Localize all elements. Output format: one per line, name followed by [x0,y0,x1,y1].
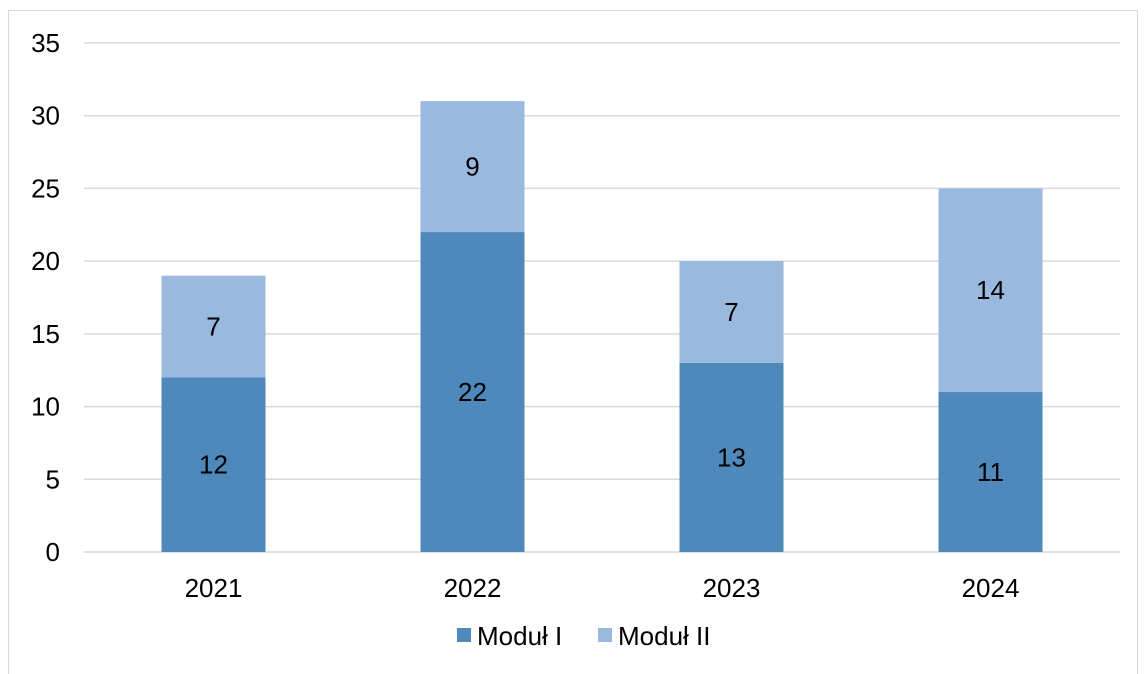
bar-2024-series-1 [938,392,1043,552]
x-axis-tick-labels: 2021 2022 2023 2024 [185,573,1020,603]
legend-label: Moduł I [477,621,562,651]
data-label: 13 [717,442,746,472]
x-tick-label: 2024 [962,573,1020,603]
bars: 12 7 22 9 13 7 11 14 [161,101,1043,553]
data-label: 9 [465,152,479,182]
bar-2022-series-2 [420,101,525,233]
bar-2021-series-1 [161,377,266,552]
x-tick-label: 2023 [703,573,761,603]
chart-frame [8,10,1138,674]
y-tick-label: 20 [31,246,60,276]
bar-2023-series-2 [679,261,784,363]
bar-2021-series-2 [161,275,266,378]
y-tick-label: 5 [46,464,60,494]
y-tick-label: 15 [31,319,60,349]
x-tick-label: 2021 [185,573,243,603]
x-tick-label: 2022 [444,573,502,603]
data-label: 7 [206,312,220,342]
data-label: 14 [976,275,1005,305]
bar-2024-series-2 [938,188,1043,393]
legend: Moduł I Moduł II [457,621,711,651]
bar-2022-series-1 [420,232,525,553]
y-axis-tick-labels: 0 5 10 15 20 25 30 35 [31,28,60,567]
y-tick-label: 30 [31,101,60,131]
bar-2023-series-1 [679,362,784,552]
y-tick-label: 10 [31,392,60,422]
y-tick-label: 35 [31,28,60,58]
y-tick-label: 25 [31,173,60,203]
legend-swatch [457,628,471,642]
legend-swatch [598,628,612,642]
legend-label: Moduł II [618,621,711,651]
data-label: 11 [977,457,1004,487]
data-label: 22 [458,377,487,407]
data-label: 7 [724,297,738,327]
y-tick-label: 0 [46,537,60,567]
data-label: 12 [199,450,228,480]
